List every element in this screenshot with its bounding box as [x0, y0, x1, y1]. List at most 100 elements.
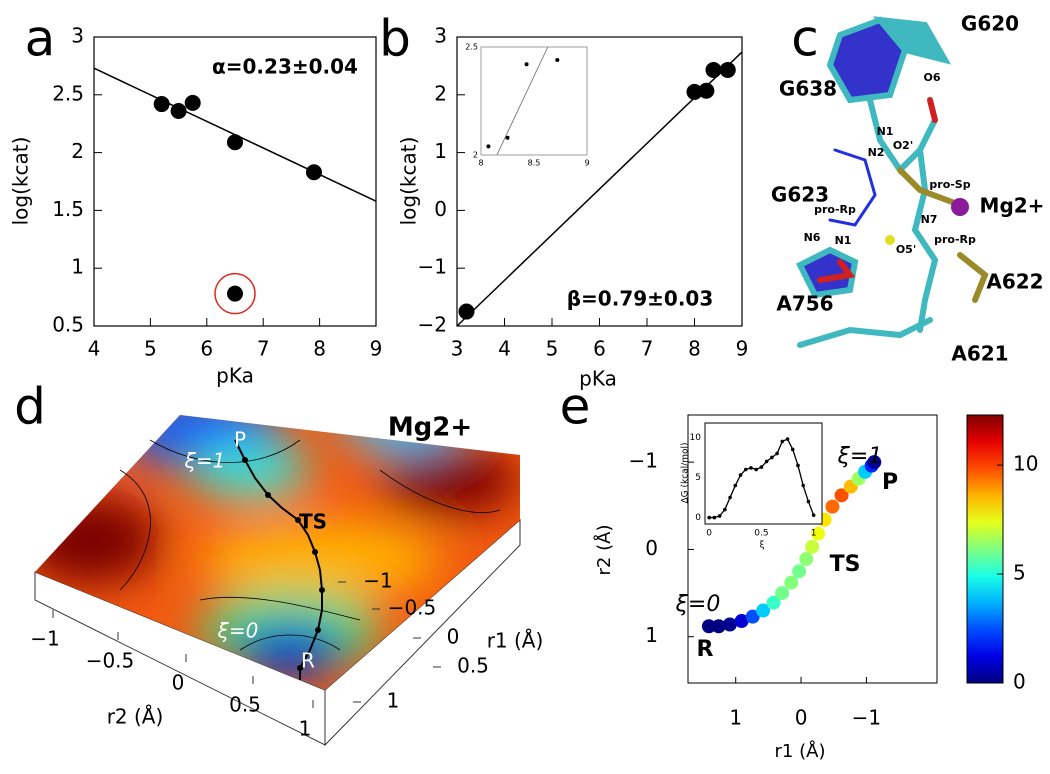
- annotation: ξ=0: [675, 592, 721, 617]
- point: [719, 61, 736, 78]
- inset-point: [486, 144, 491, 149]
- y-tick-label: 2.5: [52, 81, 84, 105]
- inset-x-tick-label: 8: [478, 159, 483, 168]
- molecule-label: A621: [951, 342, 1008, 366]
- inset-point: [775, 451, 779, 456]
- path-point: [825, 499, 840, 514]
- x-tick-label: 6: [593, 337, 606, 361]
- point: [305, 164, 322, 181]
- molecule-label: G620: [961, 12, 1019, 36]
- surface: [34, 415, 521, 747]
- y-tick-label: 3: [71, 24, 84, 48]
- molecule-label: pro-Rp: [934, 233, 976, 246]
- inset-point: [524, 62, 529, 67]
- inset-point: [733, 483, 738, 488]
- y-tick-label: −0.5: [388, 596, 437, 620]
- panel-label: b: [379, 10, 411, 68]
- molecule: [795, 16, 989, 348]
- y-tick-label: 0: [447, 625, 460, 649]
- y-tick-label: 1: [645, 623, 658, 647]
- x-tick-label: −1: [30, 627, 59, 651]
- inset-point: [738, 473, 743, 477]
- x-tick-label: 8: [688, 337, 701, 361]
- x-axis-label: r1 (Å): [775, 740, 826, 762]
- point: [227, 285, 243, 302]
- x-tick-label: 7: [257, 337, 270, 361]
- annotation: P: [234, 428, 246, 452]
- point: [184, 94, 201, 111]
- molecule-label: N7: [921, 213, 938, 226]
- inset-point: [811, 513, 816, 517]
- x-axis-label: pKa: [579, 367, 617, 391]
- inset-point: [770, 455, 774, 460]
- path-point: [811, 526, 826, 541]
- inset-point: [754, 467, 758, 472]
- molecule-label: A756: [776, 292, 833, 316]
- inset-point: [707, 515, 711, 520]
- inset-y-tick-label: 10: [690, 433, 702, 443]
- annotation: TS: [299, 510, 327, 534]
- inset-x-tick-label: 0: [706, 529, 712, 539]
- panel-label: d: [14, 378, 46, 436]
- x-tick-label: 5: [144, 337, 157, 361]
- inset-frame: [480, 46, 588, 156]
- path-point: [784, 575, 799, 590]
- path-point: [701, 619, 716, 634]
- x-tick-label: −1: [852, 706, 881, 730]
- inset-y-tick-label: 5: [695, 473, 701, 483]
- x-tick-label: 4: [88, 337, 101, 361]
- x-tick-label: 9: [736, 337, 749, 361]
- inset-fit-line: [496, 46, 549, 156]
- y-tick-label: 1: [71, 255, 84, 279]
- inset-point: [801, 483, 805, 488]
- surface-title: Mg2+: [388, 413, 472, 443]
- molecule-label: Mg2+: [980, 194, 1045, 218]
- inset-point: [759, 465, 764, 469]
- colorbar-tick-label: 10: [1013, 452, 1038, 476]
- y-tick-label: 0.5: [52, 313, 84, 337]
- path-point: [734, 614, 749, 629]
- x-tick-label: 5: [546, 337, 559, 361]
- annotation: ξ=0: [217, 619, 259, 643]
- path-point: [805, 539, 820, 554]
- path-point: [756, 603, 771, 618]
- point: [705, 61, 722, 78]
- y-axis-label: log(kcat): [9, 137, 33, 226]
- panel-label: c: [791, 10, 819, 68]
- molecule-label: pro-Sp: [929, 178, 970, 191]
- colorbar: [966, 414, 1004, 684]
- y-tick-label: −2: [418, 313, 447, 337]
- point: [686, 83, 703, 100]
- inset-y-tick-label: 2.5: [465, 43, 478, 52]
- point: [153, 96, 170, 113]
- path-point: [722, 617, 737, 632]
- colorbar-tick-label: 5: [1013, 561, 1026, 585]
- y-tick-label: −1: [418, 255, 447, 279]
- x-tick-label: 1: [729, 706, 742, 730]
- annotation: TS: [830, 552, 861, 577]
- inset-point: [780, 439, 785, 444]
- inset-y-label: ΔG (kcal/mol): [681, 443, 691, 504]
- inset-x-tick-label: 9: [584, 159, 589, 168]
- path-point: [799, 552, 814, 567]
- panel-label: a: [25, 10, 56, 68]
- y-axis-label: r1 (Å): [487, 629, 544, 653]
- x-tick-label: −0.5: [86, 649, 135, 673]
- point: [170, 102, 187, 119]
- inset-x-tick-label: 8.5: [528, 159, 541, 168]
- molecule-label: N1: [835, 234, 852, 247]
- inset-point: [796, 463, 800, 468]
- inset-point: [717, 514, 722, 518]
- molecule-label: O5': [896, 243, 916, 256]
- molecule-label: G638: [779, 77, 837, 101]
- path-point: [867, 455, 882, 470]
- plot-frame: [93, 36, 377, 327]
- inset-point: [749, 466, 753, 470]
- molecule-label: N6: [804, 231, 821, 244]
- molecule-label: G623: [771, 183, 829, 207]
- x-tick-label: 3: [451, 337, 464, 361]
- colorbar-tick-label: 0: [1013, 670, 1026, 694]
- path-point: [745, 609, 760, 624]
- inset-x-tick-label: 0.5: [754, 529, 768, 539]
- outlier-ring: [214, 272, 256, 315]
